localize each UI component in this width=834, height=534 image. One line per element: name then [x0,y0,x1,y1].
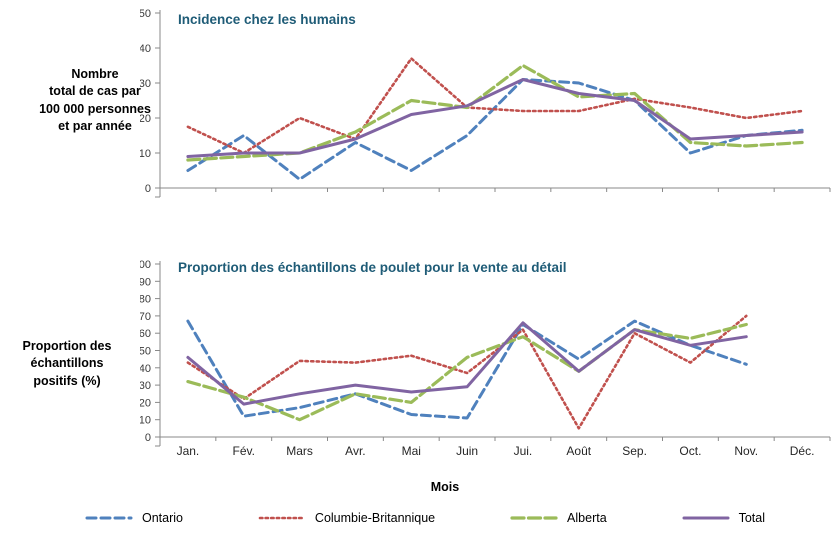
x-tick-label: Jan. [177,444,200,458]
x-axis-label: Mois [430,480,460,494]
x-tick-label: Mars [286,444,313,458]
x-tick-label: Août [566,444,591,458]
legend-item-total: Total [682,511,765,525]
y-tick-label: 40 [140,43,151,55]
legend-item-ontario: Ontario [85,511,183,525]
series-line-ontario [186,319,748,420]
series-line-columbie-britannique [186,314,748,430]
x-tick-label: Fév. [233,444,255,458]
y-tick-label: 30 [140,78,151,90]
proportion-line-chart: 0 10 20 30 40 50 60 70 80 90 100 Jan. Fév. Mars Avr. Ma… [140,259,831,458]
x-tick-label: Oct. [679,444,701,458]
chart-title-incidence: Incidence chez les humains [178,12,356,27]
x-tick-label: Nov. [734,444,758,458]
x-tick-label: Juin [456,444,478,458]
chart-title-proportion: Proportion des échantillons de poulet po… [178,260,567,275]
y-tick-label: 60 [140,328,151,340]
x-tick-label: Déc. [790,444,815,458]
series-line-total [186,321,748,406]
legend-label-total: Total [738,511,765,525]
incidence-line-chart: 0 10 20 30 40 50 [140,8,831,198]
x-tick-label: Avr. [345,444,365,458]
y-tick-label: 20 [140,397,151,409]
legend-label-alberta: Alberta [567,511,607,525]
y-tick-label: 30 [140,380,151,392]
x-tick-label: Jui. [514,444,533,458]
legend-line-sample-alberta [510,516,558,520]
y-axis-label-proportion: Proportion des échantillons positifs (%) [22,339,112,388]
y-tick-label: 0 [145,183,151,195]
series-line-total [186,78,804,158]
y-tick-label: 20 [140,113,151,125]
legend-line-sample-total [682,516,730,520]
series-line-columbie-britannique [186,57,804,155]
legend-item-columbie-britannique: Columbie-Britannique [258,511,435,525]
series-line-alberta [186,322,748,422]
y-axis-label-incidence: Nombre total de cas par 100 000 personne… [39,67,151,133]
legend-line-sample-columbie-britannique [258,516,306,520]
series-line-ontario [186,78,804,181]
y-tick-label: 80 [140,294,151,306]
legend-line-sample-ontario [85,516,133,520]
y-tick-label: 0 [145,432,151,444]
y-tick-label: 90 [140,276,151,288]
y-tick-label: 10 [140,415,151,427]
legend-label-columbie-britannique: Columbie-Britannique [314,511,436,525]
legend-label-ontario: Ontario [142,511,183,525]
x-tick-label: Mai [402,444,421,458]
y-tick-label: 70 [140,311,151,323]
legend-item-alberta: Alberta [510,511,607,525]
x-tick-label: Sep. [622,444,647,458]
y-tick-label: 50 [140,346,151,358]
y-tick-label: 50 [140,8,151,20]
y-tick-label: 40 [140,363,151,375]
legend: Ontario Columbie-Britannique Alberta Total [85,511,765,525]
y-tick-label: 10 [140,148,151,160]
y-tick-label: 100 [140,259,151,271]
